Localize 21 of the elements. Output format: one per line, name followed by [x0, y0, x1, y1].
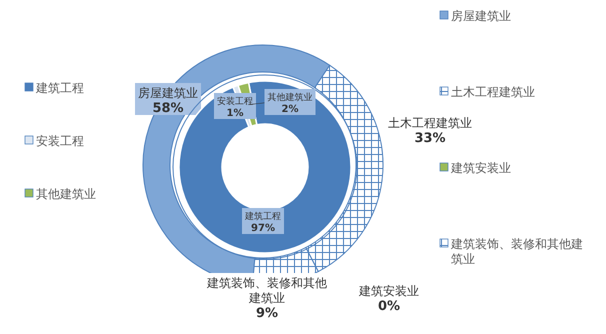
legend-label: 其他建筑业 [36, 187, 96, 201]
slice-label: 其他建筑业 [268, 92, 312, 103]
slice-label: 建筑工程 [244, 211, 281, 222]
data-label: 9% [256, 306, 278, 321]
data-label: 58% [152, 101, 184, 116]
slice-label: 房屋建筑业 [138, 86, 198, 100]
slice-label: 土木工程建筑业 [388, 116, 472, 130]
legend-label: 建筑工程 [35, 81, 84, 95]
data-label: 97% [251, 223, 275, 234]
slice-label: 安装工程 [217, 96, 253, 107]
category-label: 建筑安装业 [359, 284, 419, 298]
legend-label: 建筑安装业 [450, 161, 511, 175]
text: 0% [378, 299, 400, 314]
legend-label: 土木工程建筑业 [451, 85, 535, 99]
data-label: 1% [226, 108, 244, 119]
legend-label: 建筑装饰、装修和其他建筑业 [450, 237, 583, 266]
legend-label: 安装工程 [36, 134, 84, 148]
data-label: 2% [282, 104, 298, 115]
data-label: 33% [414, 131, 446, 146]
legend-label: 房屋建筑业 [451, 9, 511, 23]
slice-label: 建筑装饰、装修和其他建筑业 [206, 276, 327, 305]
